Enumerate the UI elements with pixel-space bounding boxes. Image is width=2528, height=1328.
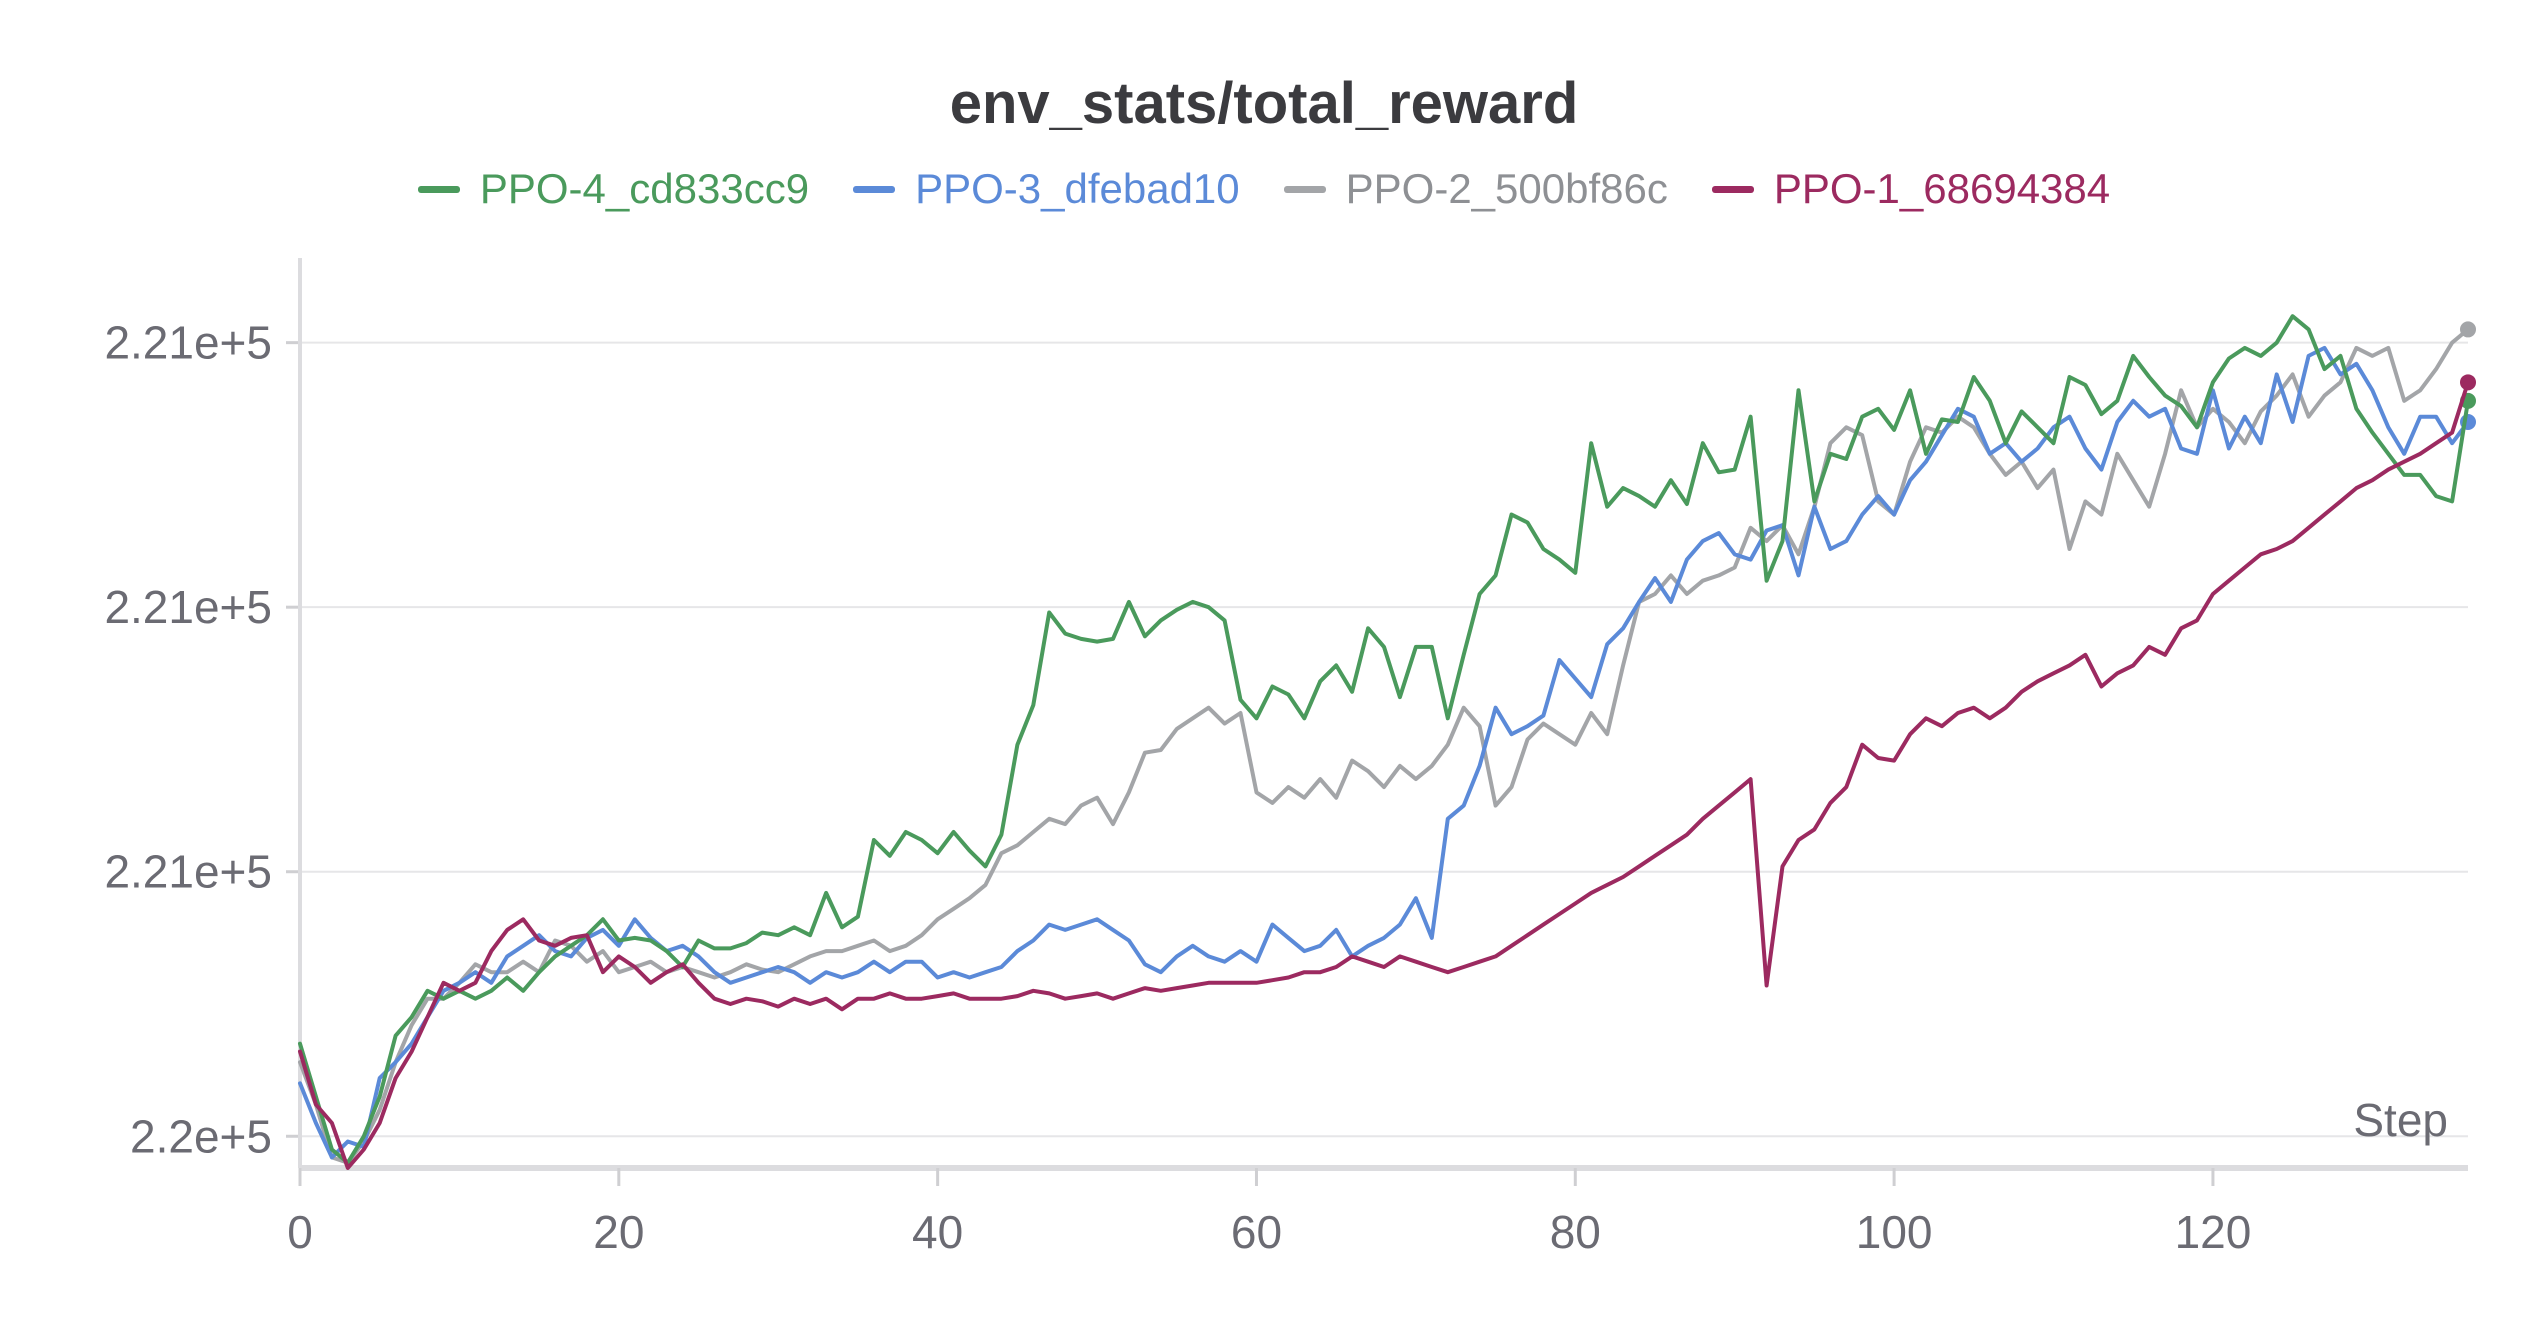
x-tick-label-6: 120 [2175,1206,2252,1258]
legend-item-ppo-2[interactable]: PPO-2_500bf86c [1283,165,1668,213]
legend-label-ppo-1: PPO-1_68694384 [1773,165,2111,212]
x-axis-title: Step [2353,1094,2448,1146]
axis-labels: 2.2e+5 2.21e+5 2.21e+5 2.21e+5 0 20 40 60 80 100 1… [104,317,2448,1258]
series-endpoint-PPO-2_500bf86c [2460,321,2476,338]
legend-item-ppo-3[interactable]: PPO-3_dfebad10 [853,165,1240,213]
x-tick-label-3: 60 [1231,1206,1282,1258]
series-lines [298,314,2476,1170]
legend-label-ppo-3: PPO-3_dfebad10 [915,165,1240,212]
series-endpoint-PPO-1_68694384 [2460,374,2476,391]
y-tick-label-1: 2.21e+5 [104,846,272,898]
series-line-PPO-1_68694384 [298,380,2470,1170]
legend-swatch-ppo-2 [1283,185,1326,193]
x-tick-label-5: 100 [1856,1206,1933,1258]
y-tick-label-0: 2.2e+5 [130,1110,272,1162]
y-tick-label-3: 2.21e+5 [104,317,272,369]
series-line-PPO-4_cd833cc9 [298,314,2470,1165]
legend-label-ppo-2: PPO-2_500bf86c [1345,165,1668,212]
chart-title: env_stats/total_reward [949,71,1579,136]
x-tick-label-0: 0 [287,1206,313,1258]
x-tick-label-2: 40 [912,1206,963,1258]
series-line-PPO-2_500bf86c [298,327,2470,1165]
legend-item-ppo-4[interactable]: PPO-4_cd833cc9 [417,165,810,213]
legend-item-ppo-1[interactable]: PPO-1_68694384 [1711,165,2111,213]
legend-swatch-ppo-1 [1711,185,1754,193]
legend-swatch-ppo-3 [853,185,896,193]
legend-label-ppo-4: PPO-4_cd833cc9 [479,165,810,212]
x-tick-label-1: 20 [593,1206,644,1258]
series-line-PPO-3_dfebad10 [298,345,2470,1160]
legend-swatch-ppo-4 [417,185,460,193]
axes [286,258,2468,1186]
x-tick-label-4: 80 [1550,1206,1601,1258]
y-tick-label-2: 2.21e+5 [104,581,272,633]
legend: PPO-4_cd833cc9 PPO-3_dfebad10 PPO-2_500b… [0,165,2528,213]
grid-lines [300,341,2468,1138]
